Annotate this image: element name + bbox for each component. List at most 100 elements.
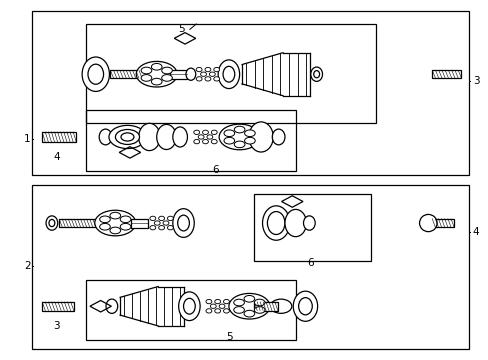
Ellipse shape: [248, 122, 273, 152]
Ellipse shape: [141, 67, 151, 74]
Bar: [32, 185, 468, 348]
Bar: [42, 302, 74, 311]
Ellipse shape: [120, 216, 131, 222]
Ellipse shape: [110, 212, 121, 219]
Text: 4: 4: [472, 227, 478, 237]
Circle shape: [211, 139, 217, 144]
Bar: [86, 24, 375, 123]
Circle shape: [158, 216, 164, 221]
Bar: [131, 219, 148, 228]
Ellipse shape: [110, 227, 121, 234]
Ellipse shape: [303, 216, 315, 230]
Ellipse shape: [244, 310, 254, 317]
Ellipse shape: [162, 75, 172, 81]
Circle shape: [202, 130, 208, 134]
Circle shape: [158, 226, 164, 230]
Bar: [169, 70, 187, 79]
Ellipse shape: [141, 75, 151, 81]
Ellipse shape: [267, 212, 285, 234]
Ellipse shape: [228, 293, 269, 319]
Circle shape: [213, 67, 219, 72]
Ellipse shape: [285, 210, 306, 237]
Circle shape: [213, 77, 219, 81]
Circle shape: [204, 77, 210, 81]
Circle shape: [223, 309, 229, 313]
Circle shape: [202, 139, 208, 144]
Circle shape: [196, 67, 202, 72]
Ellipse shape: [234, 141, 244, 148]
Ellipse shape: [82, 57, 109, 91]
Ellipse shape: [100, 224, 110, 230]
Ellipse shape: [270, 299, 291, 313]
Ellipse shape: [419, 215, 436, 231]
Ellipse shape: [115, 130, 139, 144]
Ellipse shape: [244, 138, 255, 144]
Ellipse shape: [172, 209, 194, 237]
Ellipse shape: [177, 215, 189, 231]
Circle shape: [219, 304, 224, 309]
Ellipse shape: [49, 220, 55, 226]
Ellipse shape: [234, 126, 244, 133]
Text: 3: 3: [53, 321, 60, 331]
Bar: [110, 70, 142, 78]
Ellipse shape: [272, 129, 285, 145]
Circle shape: [193, 130, 199, 134]
Circle shape: [200, 72, 206, 76]
Circle shape: [209, 72, 215, 76]
Ellipse shape: [223, 66, 234, 82]
Circle shape: [150, 216, 156, 221]
Ellipse shape: [157, 125, 176, 149]
Text: 6: 6: [306, 258, 313, 268]
Text: 1: 1: [24, 134, 31, 144]
Text: 4: 4: [53, 152, 60, 162]
Circle shape: [193, 139, 199, 144]
Circle shape: [214, 309, 220, 313]
Ellipse shape: [151, 63, 162, 70]
Ellipse shape: [139, 123, 160, 150]
Bar: [32, 12, 468, 175]
Ellipse shape: [310, 67, 322, 81]
Bar: [431, 70, 461, 78]
Bar: [42, 132, 76, 142]
Bar: [59, 219, 96, 227]
Bar: [86, 110, 295, 171]
Ellipse shape: [109, 125, 146, 149]
Ellipse shape: [224, 130, 234, 136]
Bar: [254, 302, 277, 311]
Circle shape: [210, 304, 216, 309]
Circle shape: [167, 226, 173, 230]
Ellipse shape: [313, 71, 319, 78]
Ellipse shape: [95, 210, 136, 236]
Ellipse shape: [99, 129, 112, 145]
Ellipse shape: [298, 298, 312, 315]
Bar: [254, 194, 370, 261]
Ellipse shape: [219, 124, 260, 150]
Ellipse shape: [244, 296, 254, 302]
Ellipse shape: [162, 67, 172, 74]
Ellipse shape: [121, 133, 134, 141]
Circle shape: [204, 67, 210, 72]
Ellipse shape: [100, 216, 110, 222]
Bar: [86, 280, 295, 339]
Ellipse shape: [218, 60, 239, 89]
Circle shape: [223, 300, 229, 304]
Circle shape: [150, 226, 156, 230]
Circle shape: [206, 135, 212, 139]
Ellipse shape: [185, 68, 195, 80]
Ellipse shape: [106, 299, 118, 314]
Ellipse shape: [88, 64, 103, 84]
Ellipse shape: [183, 298, 195, 314]
Bar: [431, 219, 453, 227]
Ellipse shape: [293, 291, 317, 321]
Ellipse shape: [262, 206, 289, 240]
Circle shape: [205, 300, 211, 304]
Text: 2: 2: [24, 261, 31, 271]
Circle shape: [205, 309, 211, 313]
Ellipse shape: [172, 127, 187, 147]
Circle shape: [163, 221, 168, 225]
Text: 3: 3: [472, 76, 478, 86]
Text: 5: 5: [178, 24, 184, 35]
Ellipse shape: [233, 299, 244, 306]
Text: 5: 5: [226, 332, 233, 342]
Circle shape: [211, 130, 217, 134]
